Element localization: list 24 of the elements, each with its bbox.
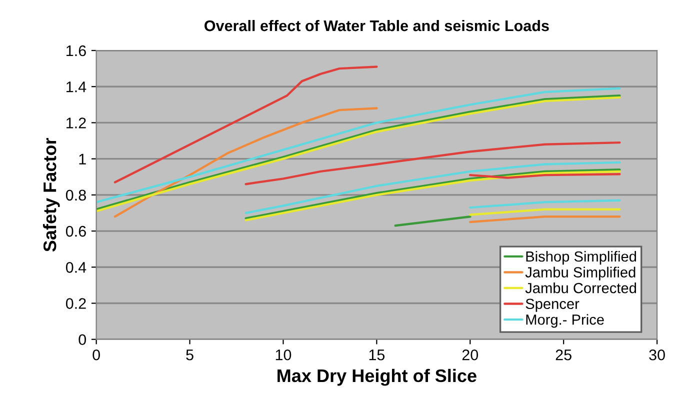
y-tick-label: 0.6 bbox=[66, 226, 86, 237]
x-tick-label: 30 bbox=[649, 349, 665, 360]
y-tick-label: 0 bbox=[78, 334, 86, 346]
chart-title: Overall effect of Water Table and seismic Loads bbox=[204, 20, 549, 32]
x-tick-label: 20 bbox=[462, 349, 478, 360]
y-tick-label: 0.8 bbox=[66, 190, 86, 201]
x-tick-label: 5 bbox=[186, 350, 194, 360]
x-tick-label: 0 bbox=[92, 349, 100, 360]
y-tick-label: 1.4 bbox=[66, 82, 86, 92]
x-tick-label: 15 bbox=[369, 350, 385, 360]
y-tick-label: 1 bbox=[79, 154, 86, 164]
legend-label: Morg.- Price bbox=[526, 314, 604, 328]
y-tick-label: 1.6 bbox=[66, 45, 86, 56]
y-axis-title: Safety Factor bbox=[42, 138, 60, 252]
x-tick-label: 10 bbox=[276, 349, 292, 360]
legend-label: Jambu Corrected bbox=[525, 282, 636, 294]
y-tick-label: 0.4 bbox=[66, 262, 86, 273]
legend-label: Spencer bbox=[526, 298, 580, 312]
legend-label: Jambu Simplified bbox=[525, 266, 636, 280]
y-tick-label: 0.2 bbox=[66, 298, 86, 309]
legend-label: Bishop Simplified bbox=[526, 250, 636, 265]
y-tick-label: 1.2 bbox=[66, 118, 86, 128]
x-axis-title: Max Dry Height of Slice bbox=[278, 368, 476, 386]
x-tick-label: 25 bbox=[556, 349, 572, 360]
